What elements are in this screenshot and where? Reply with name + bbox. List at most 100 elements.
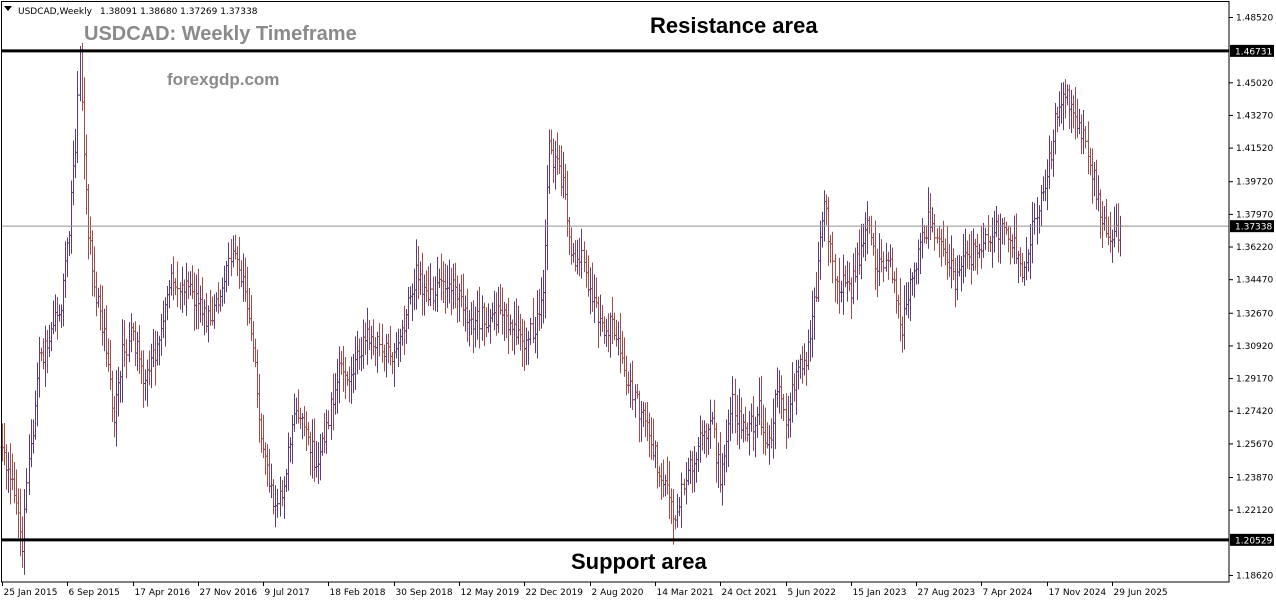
price-bar — [282, 476, 287, 519]
price-bar — [214, 292, 219, 312]
price-bar — [18, 488, 23, 557]
price-bar — [524, 327, 529, 366]
price-bar — [500, 287, 505, 335]
price-bar — [749, 403, 754, 432]
price-bar — [824, 194, 829, 226]
price-bar — [188, 271, 193, 296]
price-bar — [75, 71, 80, 163]
price-bar — [292, 393, 297, 432]
price-bar — [996, 214, 1001, 263]
price-bar — [1098, 189, 1103, 239]
price-bar — [347, 366, 352, 403]
price-bar — [365, 307, 370, 365]
price-bar — [49, 321, 54, 352]
price-bar — [467, 310, 472, 347]
price-bar — [251, 321, 256, 362]
price-bar — [845, 260, 850, 302]
price-bar — [975, 234, 980, 275]
price-bar — [200, 277, 205, 326]
price-bar — [14, 469, 19, 515]
price-bar — [1002, 217, 1007, 246]
price-bar — [165, 286, 170, 321]
x-tick-label: 15 Jan 2023 — [853, 588, 907, 598]
price-bar — [967, 234, 972, 270]
price-bar — [957, 254, 962, 277]
price-bar — [422, 274, 427, 316]
price-bar — [45, 329, 50, 374]
price-bar — [641, 401, 646, 427]
price-bar — [726, 409, 731, 467]
price-bar — [353, 336, 358, 390]
price-bar — [506, 297, 511, 354]
price-bar — [118, 370, 123, 403]
price-bar — [288, 437, 293, 463]
price-bar — [553, 140, 558, 190]
price-bar — [588, 267, 593, 315]
price-bar — [490, 302, 495, 323]
price-bar — [508, 314, 513, 336]
price-bar — [720, 453, 725, 506]
price-bar — [759, 375, 764, 436]
price-bar — [73, 128, 78, 179]
price-bar — [645, 401, 650, 442]
x-tick-label: 6 Sep 2015 — [69, 588, 120, 598]
price-bar — [747, 410, 752, 456]
price-bar — [802, 343, 807, 376]
price-bar — [630, 360, 635, 411]
price-bar — [1104, 198, 1109, 238]
price-bar — [178, 282, 183, 310]
support-price-tag-box — [1230, 533, 1274, 546]
price-bar — [320, 432, 325, 456]
price-bar — [551, 138, 556, 183]
plot-frame — [1, 1, 1230, 583]
price-bar — [533, 317, 538, 354]
price-bar — [473, 306, 478, 348]
price-bar — [263, 442, 268, 475]
price-bar — [1092, 162, 1097, 197]
price-bar — [741, 413, 746, 443]
price-bar — [1051, 129, 1056, 177]
price-bar — [257, 373, 262, 443]
price-bar — [1114, 203, 1119, 238]
price-bar — [626, 371, 631, 394]
price-bar — [445, 265, 450, 308]
price-bar — [486, 303, 491, 333]
price-bar — [1018, 247, 1023, 277]
price-bar — [606, 313, 611, 353]
price-bar — [218, 289, 223, 312]
price-bar — [573, 240, 578, 272]
price-bar — [818, 220, 823, 280]
price-bar — [78, 45, 83, 102]
price-bar — [312, 418, 317, 482]
ohlc-info: 1.38091 1.38680 1.37269 1.37338 — [100, 7, 258, 17]
price-bar — [414, 239, 419, 310]
price-bar — [992, 210, 997, 253]
price-bar — [8, 443, 13, 505]
price-bar — [475, 290, 480, 340]
price-bar — [828, 234, 833, 263]
price-bar — [922, 224, 927, 244]
price-bar — [600, 304, 605, 332]
price-bar — [516, 305, 521, 345]
price-bar — [1106, 216, 1111, 246]
price-bar — [839, 280, 844, 303]
price-bar — [361, 319, 366, 369]
price-bar — [1061, 82, 1066, 131]
price-bar — [722, 444, 727, 486]
price-bar — [522, 320, 527, 371]
price-bar — [116, 366, 121, 417]
price-bar — [396, 328, 401, 367]
price-bar — [469, 302, 474, 335]
price-bar — [82, 77, 87, 180]
price-bar — [614, 319, 619, 347]
price-bar — [969, 230, 974, 285]
price-bar — [488, 309, 493, 344]
price-bar — [110, 370, 115, 423]
price-bar — [902, 285, 907, 350]
price-bar — [661, 459, 666, 498]
price-bar — [392, 343, 397, 388]
price-bar — [953, 257, 958, 308]
price-bar — [106, 338, 111, 372]
price-bar — [586, 255, 591, 297]
